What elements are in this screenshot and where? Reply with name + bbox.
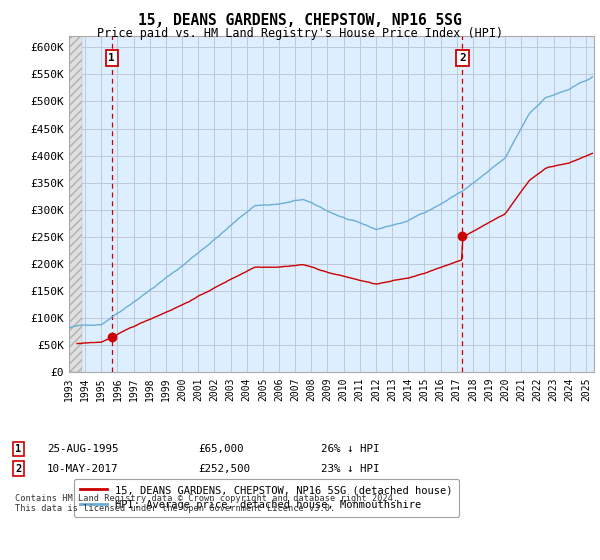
Text: 2: 2	[15, 464, 21, 474]
Text: 2: 2	[459, 53, 466, 63]
Text: 1: 1	[109, 53, 115, 63]
Legend: 15, DEANS GARDENS, CHEPSTOW, NP16 5SG (detached house), HPI: Average price, deta: 15, DEANS GARDENS, CHEPSTOW, NP16 5SG (d…	[74, 479, 458, 517]
Text: Price paid vs. HM Land Registry's House Price Index (HPI): Price paid vs. HM Land Registry's House …	[97, 27, 503, 40]
Text: £252,500: £252,500	[198, 464, 250, 474]
Text: £65,000: £65,000	[198, 444, 244, 454]
Text: 26% ↓ HPI: 26% ↓ HPI	[321, 444, 380, 454]
Text: Contains HM Land Registry data © Crown copyright and database right 2024.
This d: Contains HM Land Registry data © Crown c…	[15, 494, 398, 514]
Text: 1: 1	[15, 444, 21, 454]
Text: 25-AUG-1995: 25-AUG-1995	[47, 444, 118, 454]
Text: 10-MAY-2017: 10-MAY-2017	[47, 464, 118, 474]
Text: 15, DEANS GARDENS, CHEPSTOW, NP16 5SG: 15, DEANS GARDENS, CHEPSTOW, NP16 5SG	[138, 13, 462, 29]
Text: 23% ↓ HPI: 23% ↓ HPI	[321, 464, 380, 474]
